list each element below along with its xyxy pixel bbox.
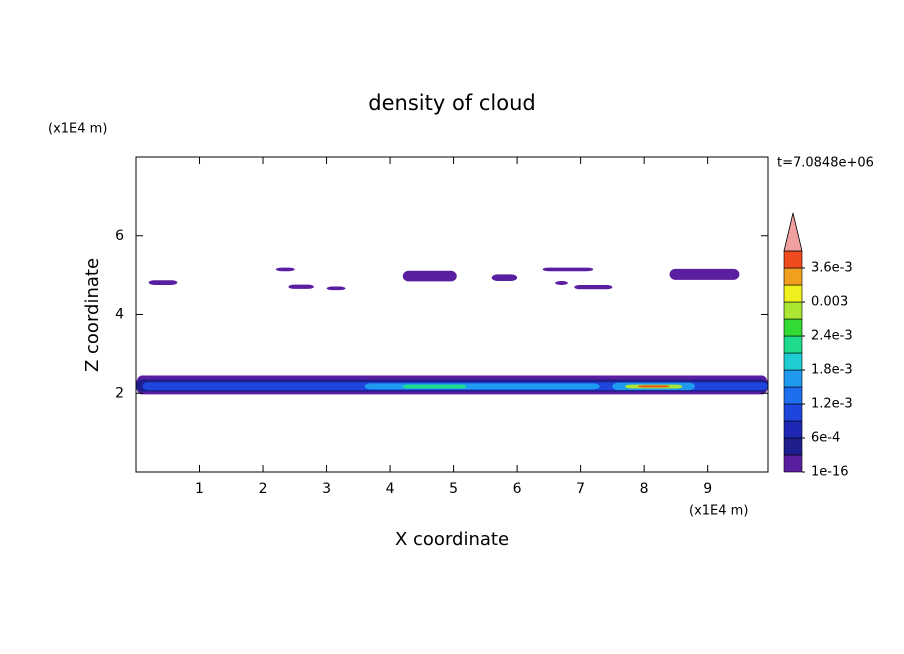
colorbar-box (783, 352, 803, 371)
contour-region (364, 383, 600, 390)
colorbar-label: 2.4e-3 (811, 329, 853, 344)
colorbar-box (783, 454, 803, 473)
contour-region (402, 270, 457, 282)
contour-region (326, 286, 346, 291)
x-tick-label: 5 (449, 481, 458, 497)
colorbar-box (783, 403, 803, 422)
x-tick-label: 4 (386, 481, 395, 497)
colorbar-box (783, 335, 803, 354)
y-tick-label: 6 (115, 228, 124, 244)
colorbar-label: 1e-16 (811, 465, 849, 480)
x-unit: (x1E4 m) (689, 504, 748, 519)
contour-region (288, 284, 314, 289)
contour-region (491, 274, 518, 282)
colorbar-box (783, 284, 803, 303)
colorbar-extend (783, 212, 803, 252)
contour-region (669, 268, 740, 280)
x-tick-label: 6 (513, 481, 522, 497)
x-axis-label: X coordinate (395, 529, 509, 550)
contour-region (542, 267, 594, 272)
contour-region (402, 384, 467, 389)
colorbar-label: 0.003 (811, 295, 848, 310)
colorbar-box (783, 369, 803, 388)
colorbar-label: 1.2e-3 (811, 397, 853, 412)
colorbar-label: 6e-4 (811, 431, 840, 446)
x-tick-label: 2 (259, 481, 268, 497)
contour-region (637, 385, 670, 388)
y-unit: (x1E4 m) (48, 122, 107, 137)
x-tick-label: 1 (195, 481, 204, 497)
chart-title: density of cloud (368, 91, 535, 115)
x-tick-label: 8 (640, 481, 649, 497)
x-tick-label: 7 (576, 481, 585, 497)
colorbar-box (783, 267, 803, 286)
colorbar-box (783, 301, 803, 320)
y-axis-label: Z coordinate (82, 258, 103, 372)
y-tick-label: 4 (115, 307, 124, 323)
colorbar-label: 1.8e-3 (811, 363, 853, 378)
contour-region (275, 267, 295, 272)
x-tick-label: 9 (703, 481, 712, 497)
contour-region (148, 280, 178, 285)
x-tick-label: 3 (322, 481, 331, 497)
colorbar-box (783, 318, 803, 337)
time-label: t=7.0848e+06 (777, 156, 874, 171)
contour-region (555, 281, 568, 285)
plot-frame (135, 156, 769, 473)
colorbar-label: 3.6e-3 (811, 261, 853, 276)
colorbar-box (783, 250, 803, 269)
colorbar-box (783, 437, 803, 456)
colorbar-box (783, 386, 803, 405)
y-tick-label: 2 (115, 385, 124, 401)
colorbar-box (783, 420, 803, 439)
contour-region (574, 284, 613, 290)
